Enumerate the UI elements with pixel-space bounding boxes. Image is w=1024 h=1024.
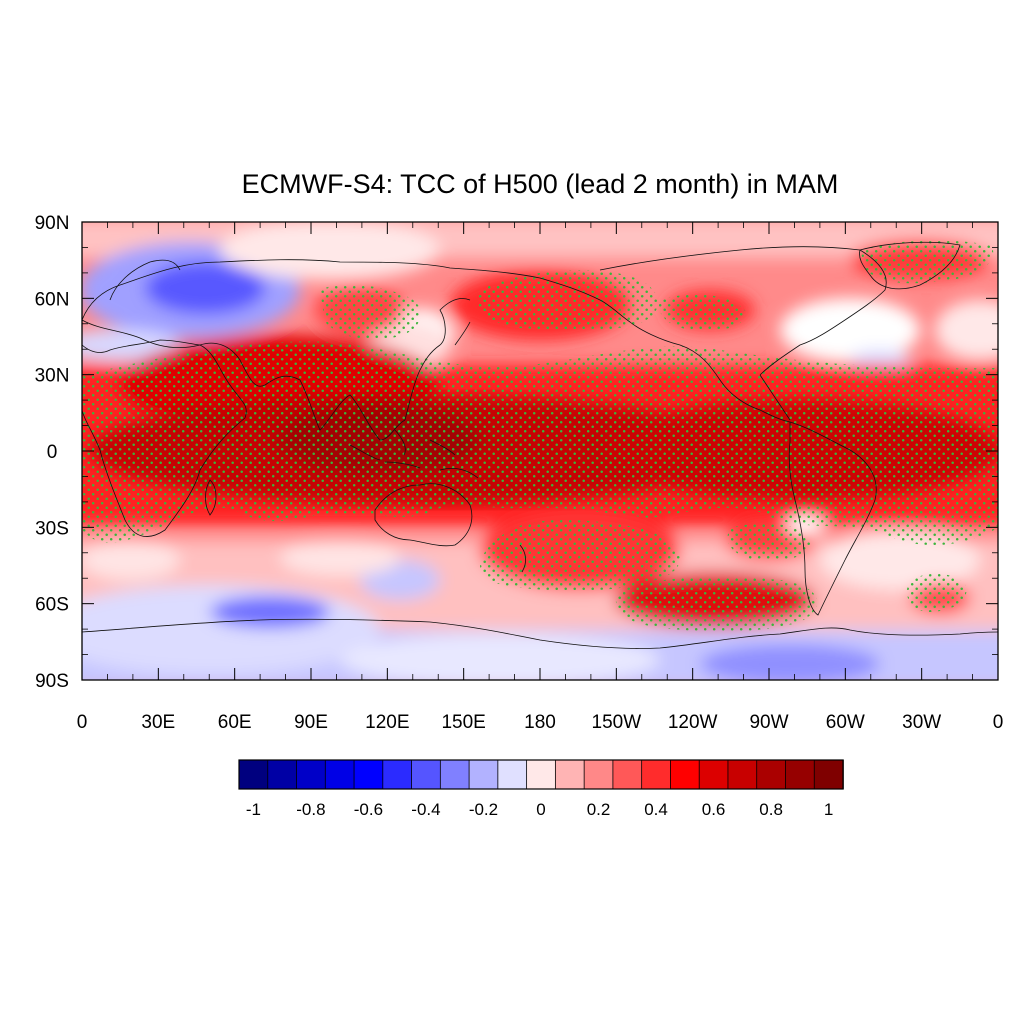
colorbar-swatch <box>324 759 355 790</box>
chart-title: ECMWF-S4: TCC of H500 (lead 2 month) in … <box>242 169 839 199</box>
colorbar-swatch <box>583 759 614 790</box>
colorbar-label: 0.6 <box>702 800 726 819</box>
colorbar-swatch <box>353 759 384 790</box>
colorbar-frame <box>238 759 844 790</box>
x-tick-label: 60E <box>218 712 252 733</box>
colorbar-label: -0.2 <box>469 800 498 819</box>
x-tick-label: 150E <box>441 712 485 733</box>
x-tick-label: 30E <box>141 712 175 733</box>
x-tick-label: 180 <box>524 712 556 733</box>
colorbar-swatch <box>641 759 672 790</box>
colorbar: -1 -0.8 -0.6 -0.4 -0.2 0 0.2 0.4 0.6 0.8 1 <box>238 759 844 819</box>
x-tick-label: 60W <box>826 712 865 733</box>
colorbar-swatch <box>670 759 700 790</box>
y-tick-label: 0 <box>47 442 58 463</box>
x-tick-label: 0 <box>993 712 1004 733</box>
colorbar-swatch <box>727 759 758 790</box>
colorbar-swatch <box>554 759 585 790</box>
colorbar-label: 0 <box>536 800 545 819</box>
colorbar-label: -1 <box>246 800 261 819</box>
colorbar-swatch <box>785 759 816 790</box>
y-tick-label: 60N <box>35 289 70 310</box>
y-tick-label: 30S <box>35 518 69 539</box>
colorbar-swatch <box>468 759 499 790</box>
correlation-field <box>82 222 998 680</box>
x-axis-ticks: 0 30E 60E 90E 120E 150E 180 150W 120W 90W 60W 30W 0 <box>77 222 1004 733</box>
colorbar-swatch <box>813 759 844 790</box>
colorbar-label: 0.2 <box>587 800 611 819</box>
colorbar-swatch <box>238 759 269 790</box>
x-tick-label: 120W <box>668 712 718 733</box>
colorbar-label: 1 <box>824 800 833 819</box>
x-tick-label: 90W <box>749 712 788 733</box>
x-tick-label: 90E <box>294 712 328 733</box>
colorbar-label: -0.6 <box>354 800 383 819</box>
colorbar-label: 0.8 <box>759 800 783 819</box>
colorbar-label: 0.4 <box>644 800 668 819</box>
x-tick-label: 120E <box>365 712 409 733</box>
y-tick-label: 30N <box>35 366 70 387</box>
colorbar-swatch <box>756 759 787 790</box>
coastlines <box>82 241 998 649</box>
colorbar-label: -0.8 <box>296 800 325 819</box>
colorbar-label: -0.4 <box>411 800 440 819</box>
y-tick-label: 90S <box>35 671 69 692</box>
colorbar-swatch <box>382 759 413 790</box>
colorbar-swatch <box>698 759 729 790</box>
colorbar-swatch <box>439 759 470 790</box>
x-tick-label: 150W <box>592 712 642 733</box>
colorbar-swatch <box>526 759 557 790</box>
colorbar-swatch <box>612 759 643 790</box>
y-axis-ticks: 90N 60N 30N 0 30S 60S 90S <box>35 213 998 692</box>
colorbar-swatch <box>411 759 442 790</box>
x-tick-label: 30W <box>902 712 941 733</box>
y-tick-label: 90N <box>35 213 70 234</box>
x-tick-label: 0 <box>77 712 88 733</box>
colorbar-swatch <box>267 759 298 790</box>
colorbar-swatch <box>296 759 327 790</box>
colorbar-swatch <box>497 759 528 790</box>
y-tick-label: 60S <box>35 595 69 616</box>
